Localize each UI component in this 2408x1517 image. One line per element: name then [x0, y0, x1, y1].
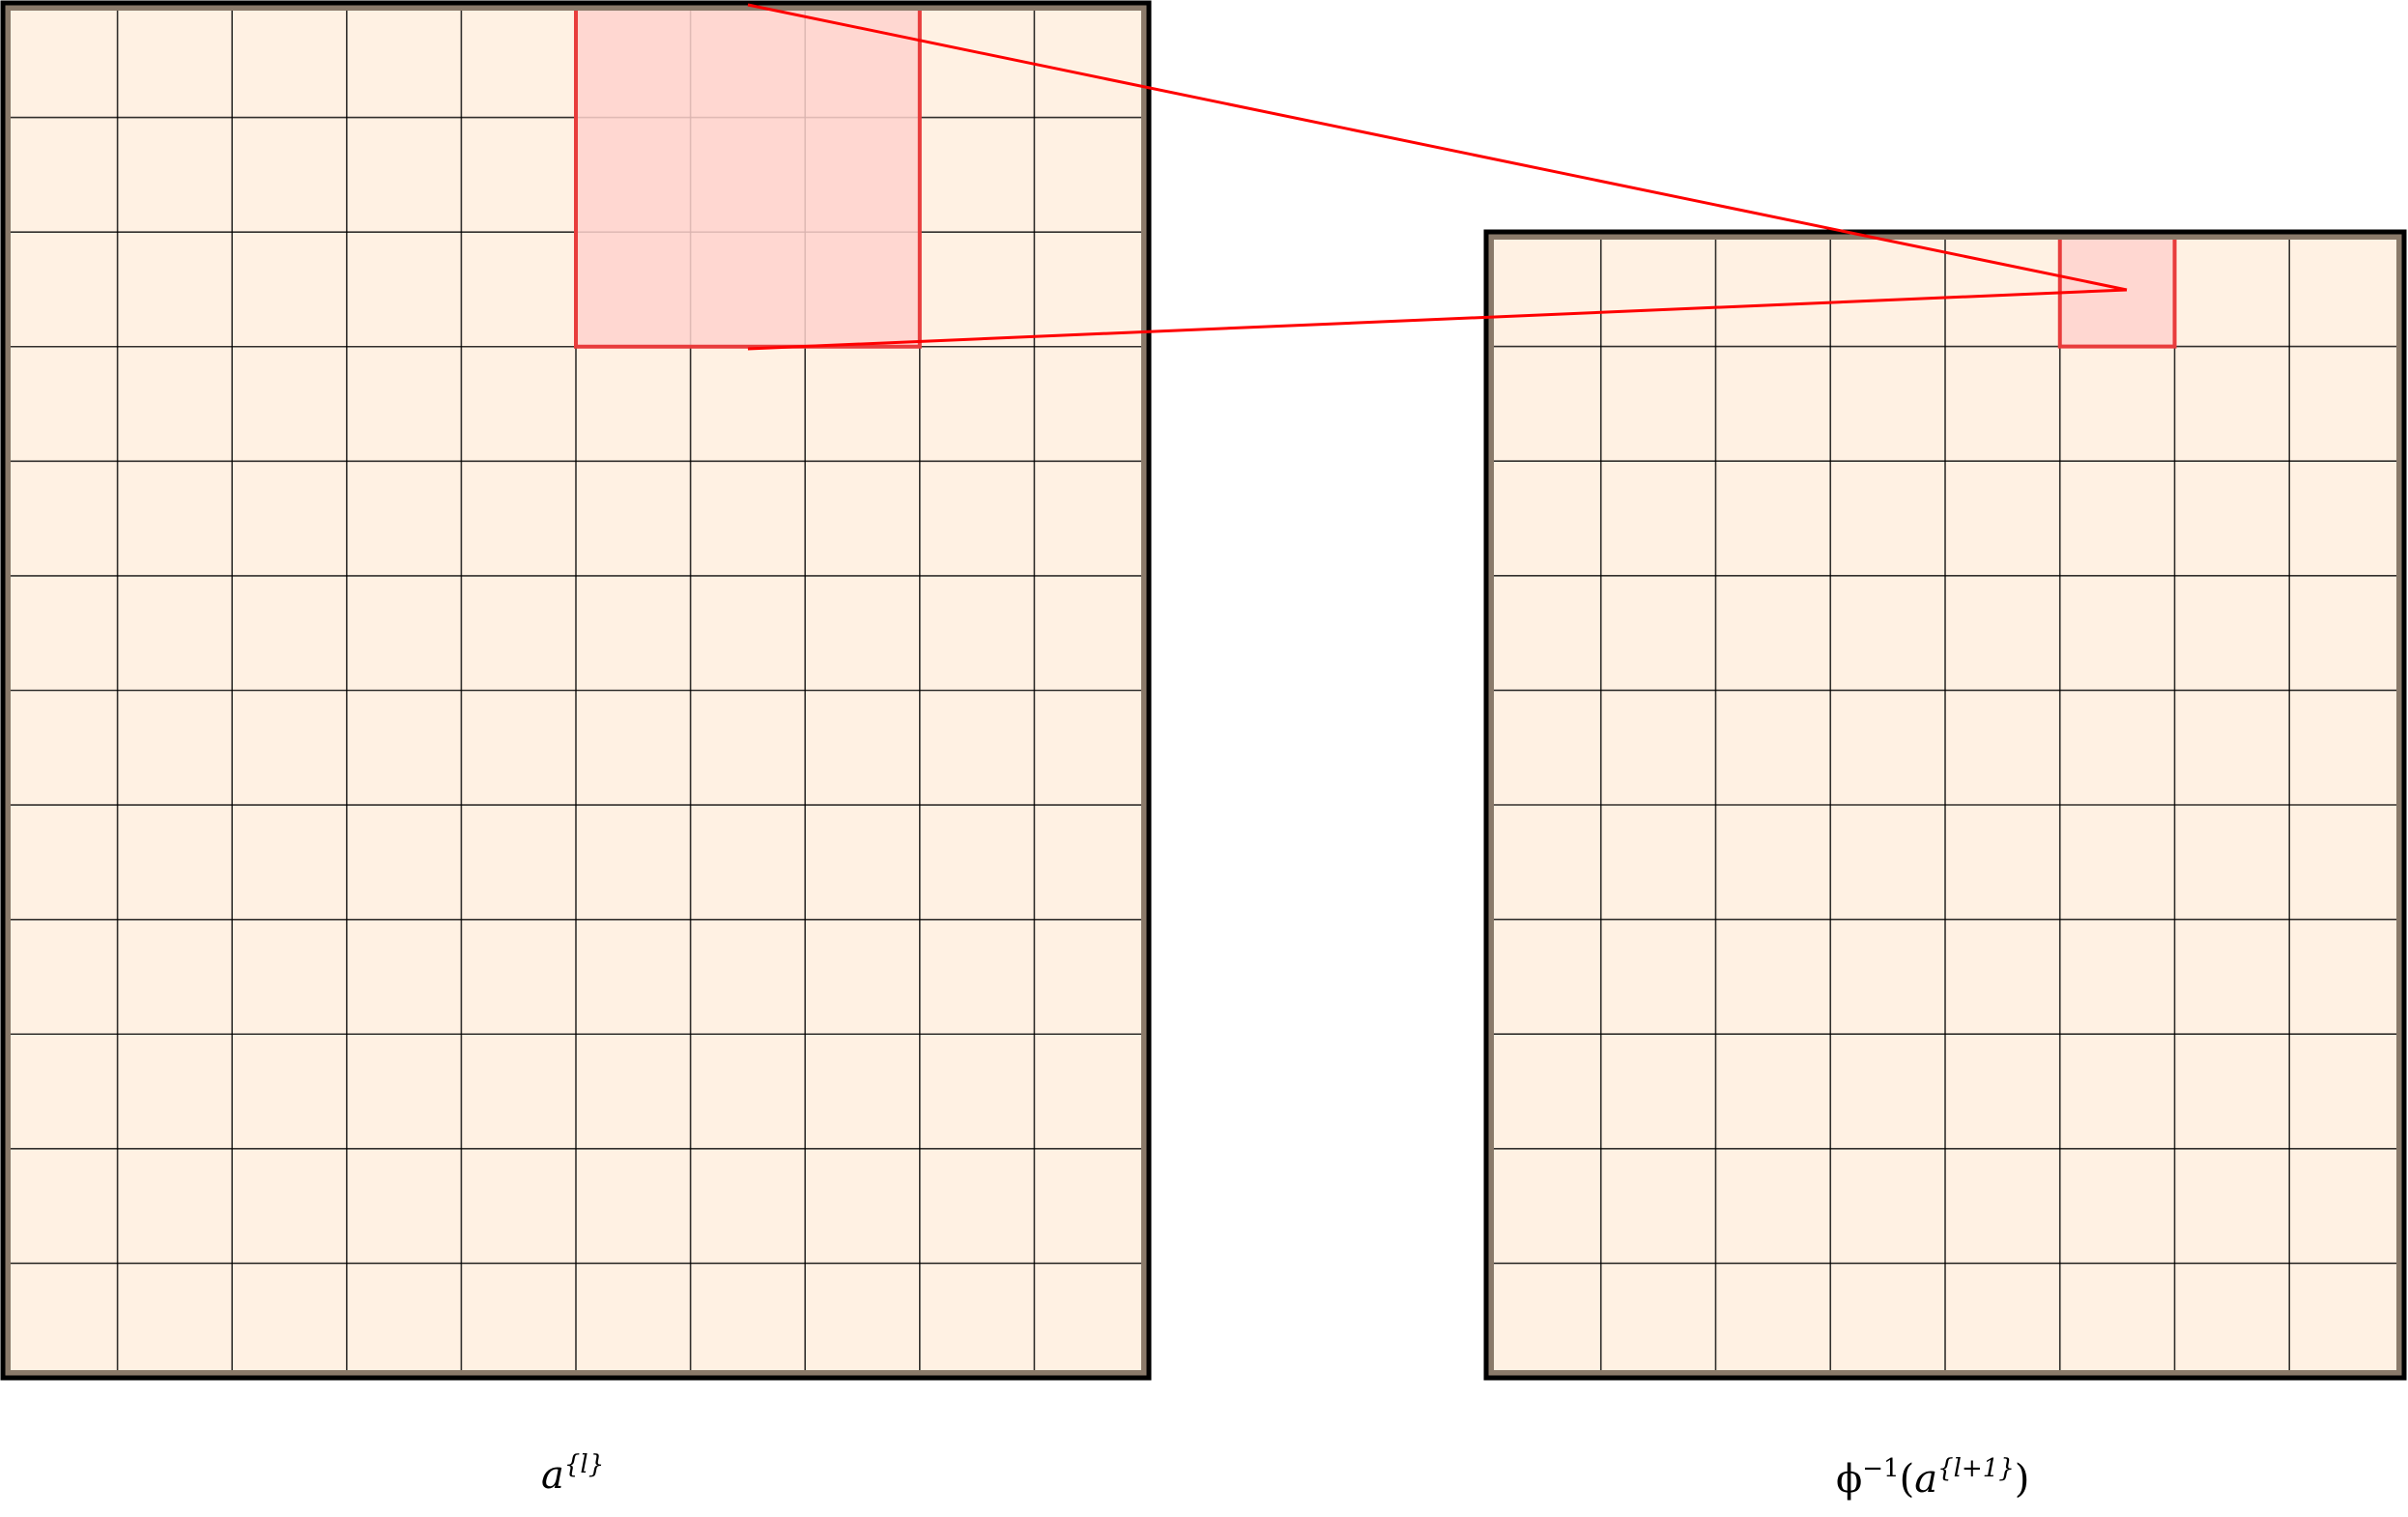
inner-border — [5, 5, 1147, 1376]
connector-line-top — [747, 3, 2128, 292]
left-map-label: a{l} — [541, 1450, 604, 1498]
right-feature-map — [1483, 229, 2407, 1381]
connector-line-bottom — [747, 288, 2128, 351]
inner-border — [1488, 234, 2402, 1376]
receptive-field-highlight — [574, 1, 922, 349]
outer-border — [0, 0, 1152, 1381]
outer-border — [1483, 229, 2407, 1381]
left-feature-map — [0, 0, 1152, 1381]
right-map-label: ϕ−1(a{l+1}) — [1836, 1454, 2029, 1502]
